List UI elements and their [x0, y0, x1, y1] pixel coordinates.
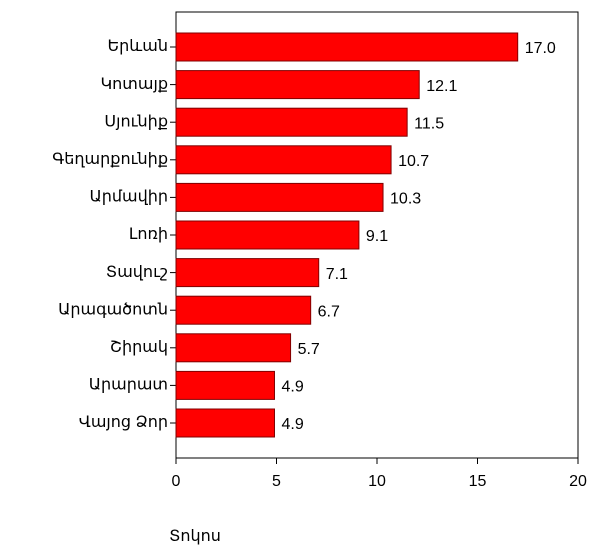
y-tick-label: Կոտայք [100, 76, 168, 93]
value-label: 10.3 [390, 191, 421, 208]
y-tick-label: Սյունիք [104, 113, 168, 130]
y-tick-label: Արմավիր [89, 189, 168, 206]
x-axis-title: Տոկոս [169, 528, 221, 545]
x-tick-label: 20 [569, 473, 587, 490]
value-label: 11.5 [414, 115, 444, 132]
bar [175, 182, 384, 212]
bar [175, 32, 519, 62]
y-tick-label: Վայոց Ձոր [79, 414, 168, 431]
x-tick-label: 10 [368, 473, 386, 490]
bar [175, 107, 408, 137]
x-tick-label: 5 [272, 473, 281, 490]
value-label: 4.9 [281, 416, 303, 433]
bar [175, 408, 275, 438]
y-tick-label: Գեղարքունիք [52, 151, 168, 168]
value-label: 4.9 [281, 379, 303, 396]
value-label: 6.7 [318, 303, 340, 320]
value-label: 17.0 [525, 40, 556, 57]
value-label: 9.1 [366, 228, 388, 245]
y-tick-label: Շիրակ [110, 339, 168, 356]
value-label: 7.1 [326, 266, 348, 283]
x-tick-label: 0 [172, 473, 181, 490]
x-tick-label: 15 [469, 473, 487, 490]
value-label: 5.7 [298, 341, 320, 358]
y-tick-label: Երևան [107, 38, 168, 55]
bar [175, 370, 275, 400]
bar [175, 70, 420, 100]
bar [175, 333, 292, 363]
value-label: 12.1 [426, 78, 457, 95]
bar [175, 295, 312, 325]
bar [175, 220, 360, 250]
bar [175, 258, 320, 288]
y-tick-label: Արարատ [89, 377, 168, 394]
value-label: 10.7 [398, 153, 429, 170]
y-tick-label: Արագածոտն [58, 301, 168, 318]
bar [175, 145, 392, 175]
y-tick-label: Լոռի [129, 226, 168, 243]
y-tick-label: Տավուշ [106, 264, 168, 281]
